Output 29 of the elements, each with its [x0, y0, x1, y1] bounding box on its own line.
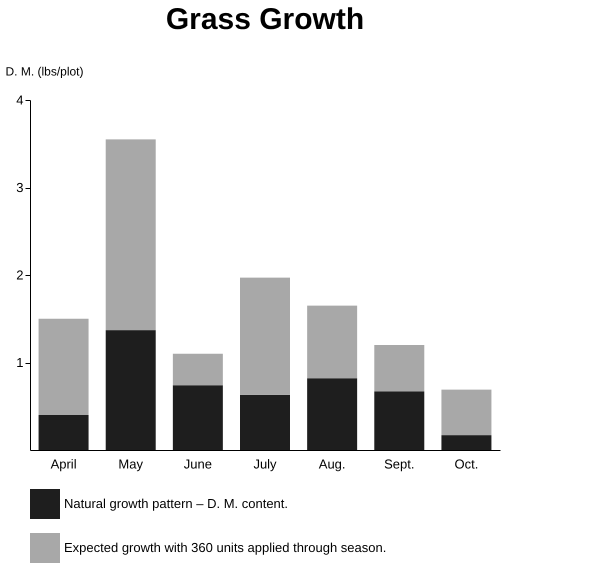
x-tick-label: Aug.	[318, 456, 346, 472]
x-tick-label: June	[184, 456, 212, 472]
bar	[106, 139, 156, 330]
bar	[240, 278, 290, 395]
bar	[307, 306, 358, 378]
bar	[441, 435, 492, 450]
y-tick-label: 1	[16, 355, 24, 370]
y-tick-label: 4	[16, 92, 24, 108]
y-tick-label: 3	[16, 180, 24, 195]
bar	[172, 385, 223, 450]
bar	[38, 415, 89, 450]
bar	[172, 354, 223, 386]
x-tick-label: April	[50, 456, 77, 472]
bar	[374, 345, 424, 392]
bar	[106, 330, 156, 450]
bar	[374, 391, 424, 450]
legend-label: Expected growth with 360 units applied through season.	[64, 540, 386, 555]
legend-label: Natural growth pattern – D. M. content.	[64, 496, 288, 511]
bar	[307, 378, 358, 450]
bar	[441, 390, 492, 436]
bar	[240, 394, 290, 450]
chart-title: Grass Growth	[166, 3, 364, 36]
bar	[38, 318, 89, 415]
y-axis-title: D. M. (lbs/plot)	[6, 64, 84, 78]
x-tick-label: July	[253, 456, 278, 472]
y-tick-label: 2	[16, 268, 24, 282]
x-tick-label: Sept.	[384, 456, 414, 472]
x-tick-label: Oct.	[454, 456, 478, 472]
x-tick-label: May	[118, 456, 144, 472]
